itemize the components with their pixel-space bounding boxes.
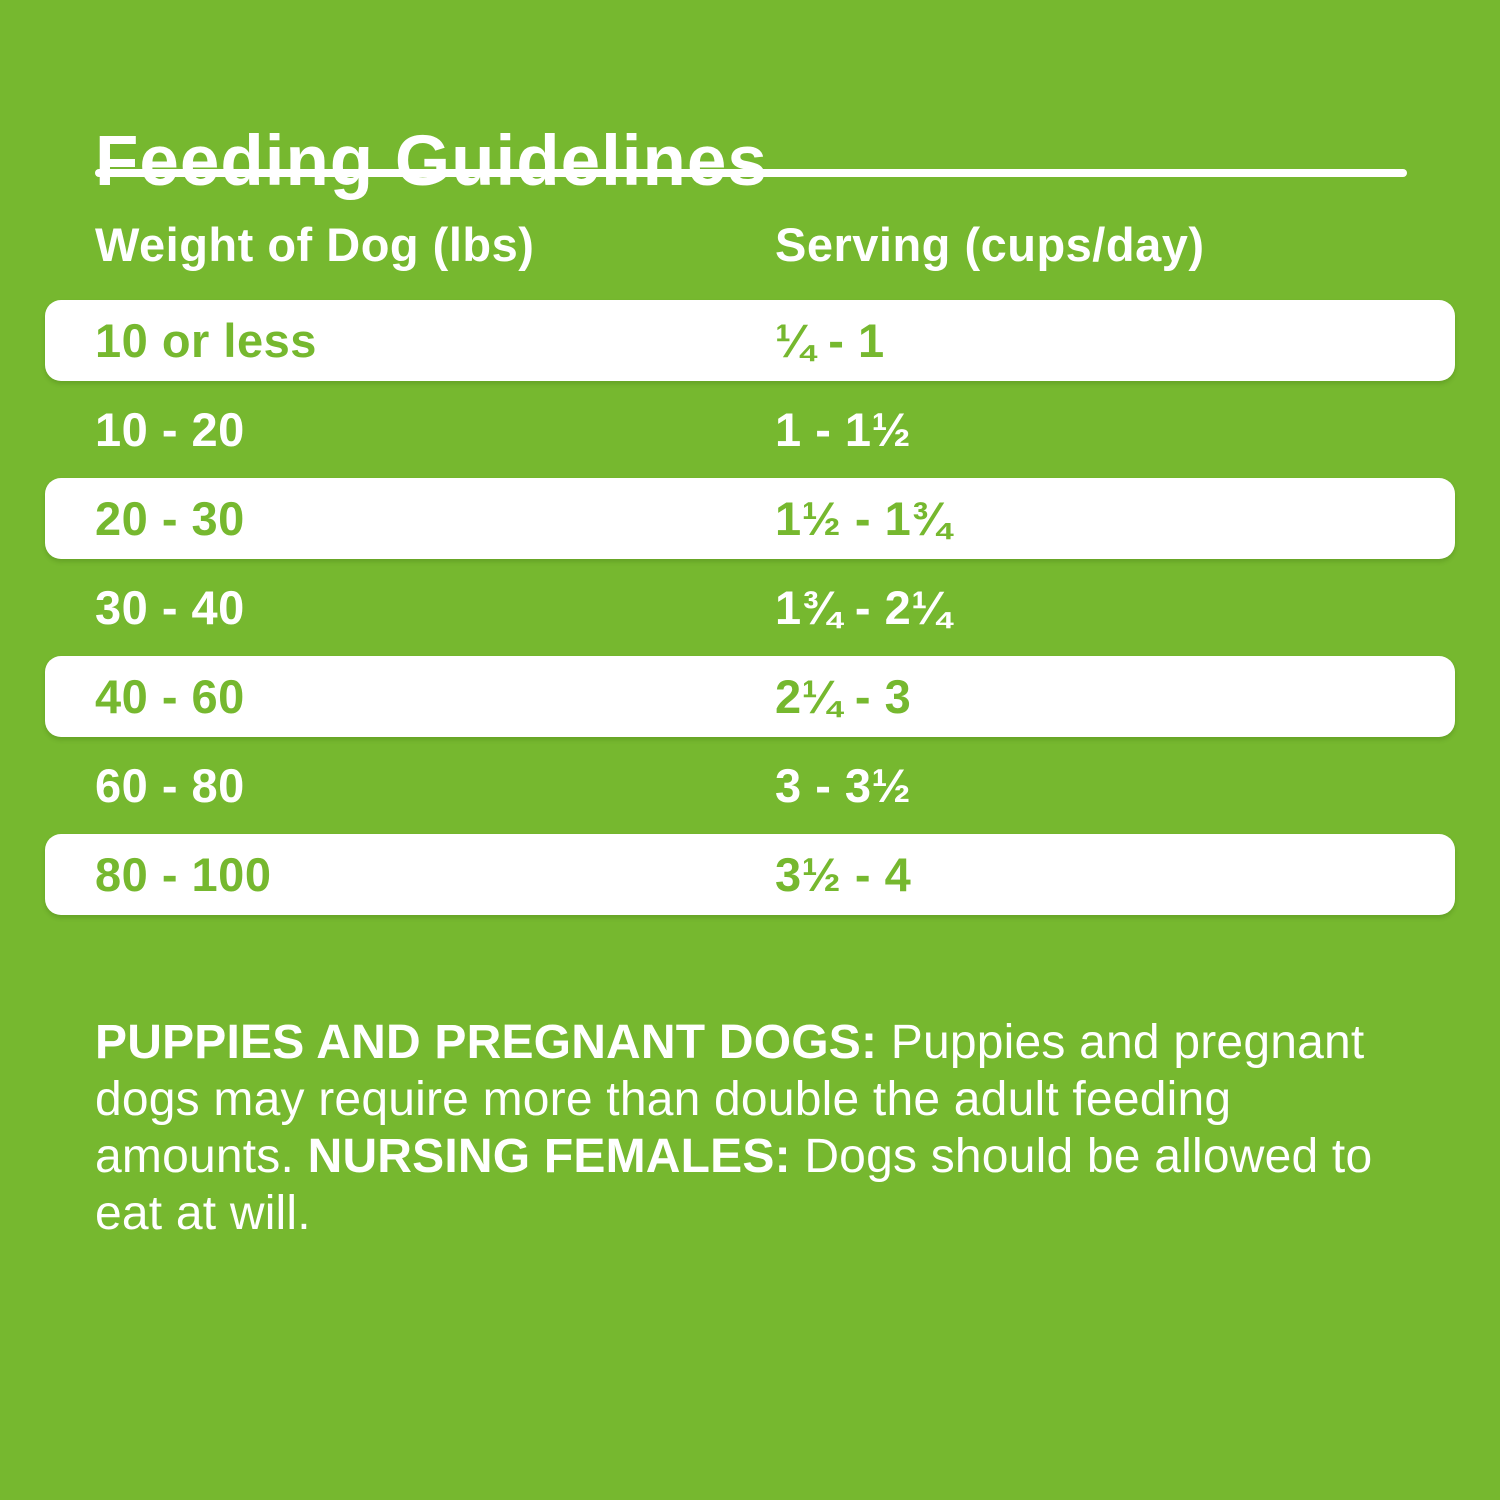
serving-cell: 1½ - 1¾: [775, 492, 951, 545]
table-row: 60 - 80 3 - 3½: [45, 741, 1455, 830]
serving-cell: 1¾ - 2¼: [775, 581, 951, 634]
table-row: 30 - 40 1¾ - 2¼: [45, 563, 1455, 652]
note-body: Puppies and pregnant dogs may require mo…: [95, 1016, 1365, 1183]
weight-cell: 10 - 20: [95, 403, 245, 456]
table-row: 40 - 60 2¼ - 3: [45, 656, 1455, 737]
weight-cell: 80 - 100: [95, 848, 272, 901]
serving-cell: 1 - 1½: [775, 403, 912, 456]
feeding-table-rows: 10 or less ¼ - 1 10 - 20 1 - 1½ 20 - 30 1½ - …: [45, 296, 1455, 919]
table-header-row: Weight of Dog (lbs) Serving (cups/day): [45, 221, 1455, 268]
table-row: 80 - 100 3½ - 4: [45, 834, 1455, 915]
table-row: 20 - 30 1½ - 1¾: [45, 478, 1455, 559]
table-row: 10 - 20 1 - 1½: [45, 385, 1455, 474]
weight-cell: 30 - 40: [95, 581, 245, 634]
page-title: Feeding Guidelines: [95, 121, 768, 201]
weight-cell: 60 - 80: [95, 759, 245, 812]
note-label: NURSING FEMALES:: [307, 1130, 791, 1183]
column-header-serving: Serving (cups/day): [775, 218, 1205, 271]
serving-cell: 3½ - 4: [775, 848, 912, 901]
serving-cell: 3 - 3½: [775, 759, 912, 812]
weight-cell: 40 - 60: [95, 670, 245, 723]
serving-cell: 2¼ - 3: [775, 670, 912, 723]
title-underline: [95, 169, 1407, 177]
serving-cell: ¼ - 1: [775, 314, 885, 367]
note-text: PUPPIES AND PREGNANT DOGS: Puppies and p…: [95, 1014, 1405, 1242]
note-label: PUPPIES AND PREGNANT DOGS:: [95, 1016, 878, 1069]
note-body: Dogs should be allowed to eat at will.: [95, 1130, 1373, 1240]
weight-cell: 10 or less: [95, 314, 317, 367]
column-header-weight: Weight of Dog (lbs): [95, 218, 535, 271]
table-row: 10 or less ¼ - 1: [45, 300, 1455, 381]
weight-cell: 20 - 30: [95, 492, 245, 545]
